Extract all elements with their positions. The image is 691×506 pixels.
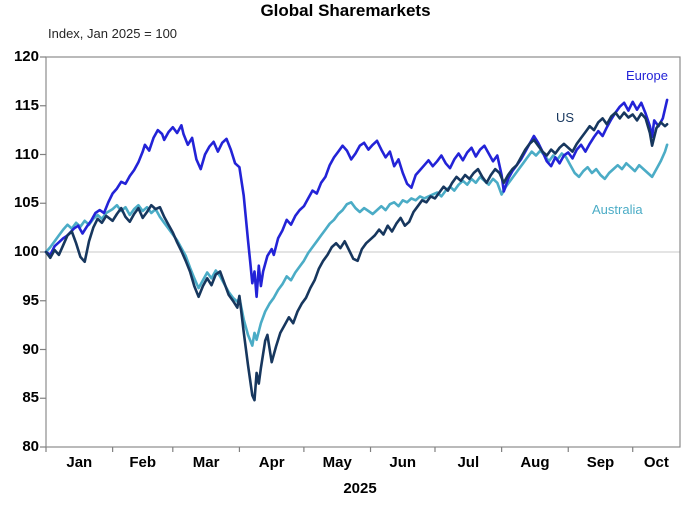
x-axis-tick-label: Feb — [129, 454, 157, 471]
y-axis-tick-label: 115 — [14, 96, 39, 114]
x-axis-tick-label: Sep — [586, 454, 615, 471]
series-label-europe: Europe — [626, 68, 668, 83]
y-axis-tick-label: 95 — [22, 291, 39, 309]
x-axis-tick-label: Oct — [643, 454, 669, 471]
y-axis-tick-label: 90 — [22, 340, 39, 358]
y-axis-tick-label: 110 — [14, 145, 39, 163]
x-axis-tick-label: Apr — [258, 454, 285, 471]
x-axis-title: 2025 — [343, 480, 377, 497]
y-axis-tick-label: 85 — [22, 389, 39, 407]
y-axis-tick-label: 105 — [13, 194, 39, 212]
y-axis-tick-label: 80 — [22, 438, 39, 455]
series-label-australia: Australia — [592, 202, 643, 217]
x-axis-tick-label: Aug — [520, 454, 550, 471]
x-axis-tick-label: May — [322, 454, 352, 471]
y-axis-tick-label: 100 — [13, 243, 39, 260]
series-label-us: US — [556, 110, 575, 125]
x-axis-tick-label: Jul — [457, 454, 480, 471]
x-axis-tick-label: Mar — [192, 454, 220, 471]
x-axis-tick-label: Jun — [389, 454, 417, 471]
series-line-australia — [44, 143, 669, 347]
series-line-europe — [44, 98, 669, 299]
chart-title: Global Sharemarkets — [260, 1, 431, 20]
x-axis-tick-label: Jan — [66, 454, 93, 471]
series-line-us — [44, 111, 669, 402]
y-axis-tick-label: 120 — [13, 48, 39, 65]
chart-subtitle: Index, Jan 2025 = 100 — [48, 26, 178, 41]
